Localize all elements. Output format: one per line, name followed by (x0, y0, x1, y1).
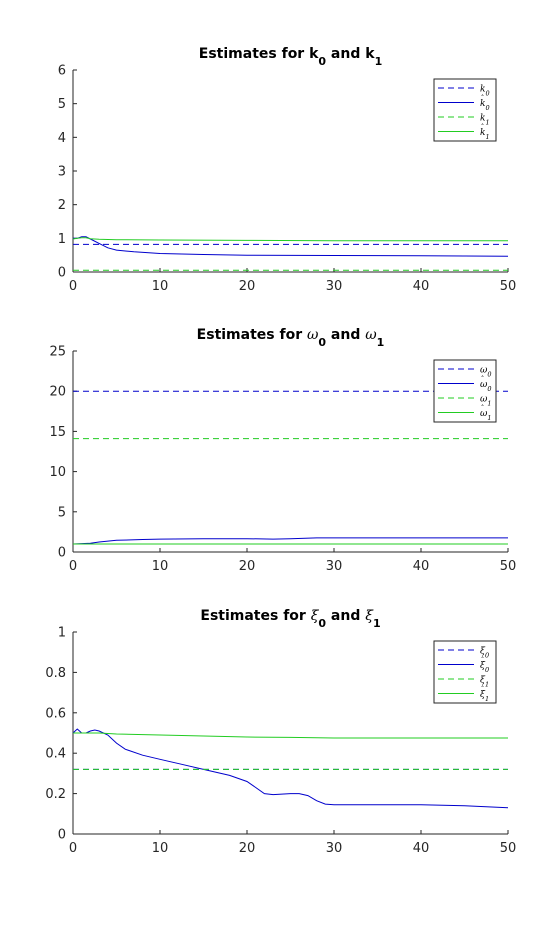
x-tick-label: 30 (326, 279, 343, 294)
chart-1: 0 10 20 30 40 50 0 1 2 3 4 5 6 Estimates for k0 and k… (58, 46, 517, 294)
x-tick-label: 10 (152, 559, 169, 574)
y-tick-label: 0 (58, 266, 66, 281)
hat-accent: ˆ (481, 685, 485, 694)
legend-box (433, 640, 497, 704)
y-tick-label: 0.4 (45, 747, 66, 762)
y-tick-label: 6 (58, 64, 66, 79)
y-tick-label: 10 (49, 465, 66, 480)
y-tick-label: 4 (58, 131, 66, 146)
hat-accent: ˆ (481, 656, 485, 665)
y-tick-label: 0 (58, 828, 66, 843)
legend-label: ξ1 (480, 690, 489, 703)
legend-label: ξ0 (480, 661, 489, 674)
chart-title: Estimates for ξ0 and ξ1 (200, 608, 380, 630)
y-tick-label: 2 (58, 198, 66, 213)
y-tick-label: 1 (58, 626, 66, 641)
y-tick-label: 0 (58, 546, 66, 561)
legend-label: ω0 (480, 366, 491, 379)
x-tick-label: 0 (69, 559, 77, 574)
hat-accent: ˆ (481, 123, 485, 132)
hat-accent: ˆ (481, 404, 485, 413)
y-tick-label: 20 (49, 385, 66, 400)
x-tick-label: 50 (500, 279, 517, 294)
chart-title: Estimates for k0 and k1 (199, 46, 382, 68)
hat-accent: ˆ (481, 375, 485, 384)
x-tick-label: 20 (239, 559, 256, 574)
y-tick-label: 15 (49, 425, 66, 440)
legend-label: ξ0 (480, 647, 489, 660)
series-line-2 (72, 537, 508, 545)
x-tick-label: 10 (152, 841, 169, 856)
legend-label: ω1 (480, 409, 491, 422)
legend-label: k0 (480, 99, 490, 112)
x-tick-label: 50 (500, 559, 517, 574)
legend-label: k0 (480, 85, 490, 98)
x-tick-label: 20 (239, 279, 256, 294)
x-tick-label: 0 (69, 279, 77, 294)
y-tick-label: 25 (49, 345, 66, 360)
series-line-4 (72, 237, 508, 242)
y-tick-label: 3 (58, 165, 66, 180)
hat-accent: ˆ (481, 94, 485, 103)
series-line-2 (72, 728, 509, 809)
y-tick-label: 5 (58, 505, 66, 520)
series-line-4 (73, 732, 508, 739)
chart-2: 0 10 20 30 40 50 0 5 10 15 20 25 Estimates for ω0 an… (49, 327, 516, 574)
x-tick-label: 30 (326, 559, 343, 574)
x-tick-label: 20 (239, 841, 256, 856)
legend-box (433, 359, 497, 423)
y-tick-label: 0.2 (45, 787, 66, 802)
legend-label: ω1 (480, 395, 491, 408)
chart-title: Estimates for ω0 and ω1 (197, 327, 385, 349)
legend-label: k1 (480, 128, 490, 141)
y-tick-label: 5 (58, 97, 66, 112)
x-tick-label: 40 (413, 841, 430, 856)
legend-label: ξ1 (480, 676, 489, 689)
legend-box (433, 78, 497, 142)
y-tick-label: 1 (58, 232, 66, 247)
x-tick-label: 40 (413, 279, 430, 294)
x-tick-label: 30 (326, 841, 343, 856)
x-tick-label: 40 (413, 559, 430, 574)
x-tick-label: 10 (152, 279, 169, 294)
chart-3: 0 10 20 30 40 50 0 0.2 0.4 0.6 0.8 1 Estimates for ξ… (45, 608, 516, 856)
x-tick-label: 0 (69, 841, 77, 856)
legend-label: ω0 (480, 380, 491, 393)
y-tick-label: 0.6 (45, 706, 66, 721)
legend-label: k1 (480, 114, 490, 127)
series-line-2 (73, 236, 509, 257)
x-tick-label: 50 (500, 841, 517, 856)
y-tick-label: 0.8 (45, 666, 66, 681)
